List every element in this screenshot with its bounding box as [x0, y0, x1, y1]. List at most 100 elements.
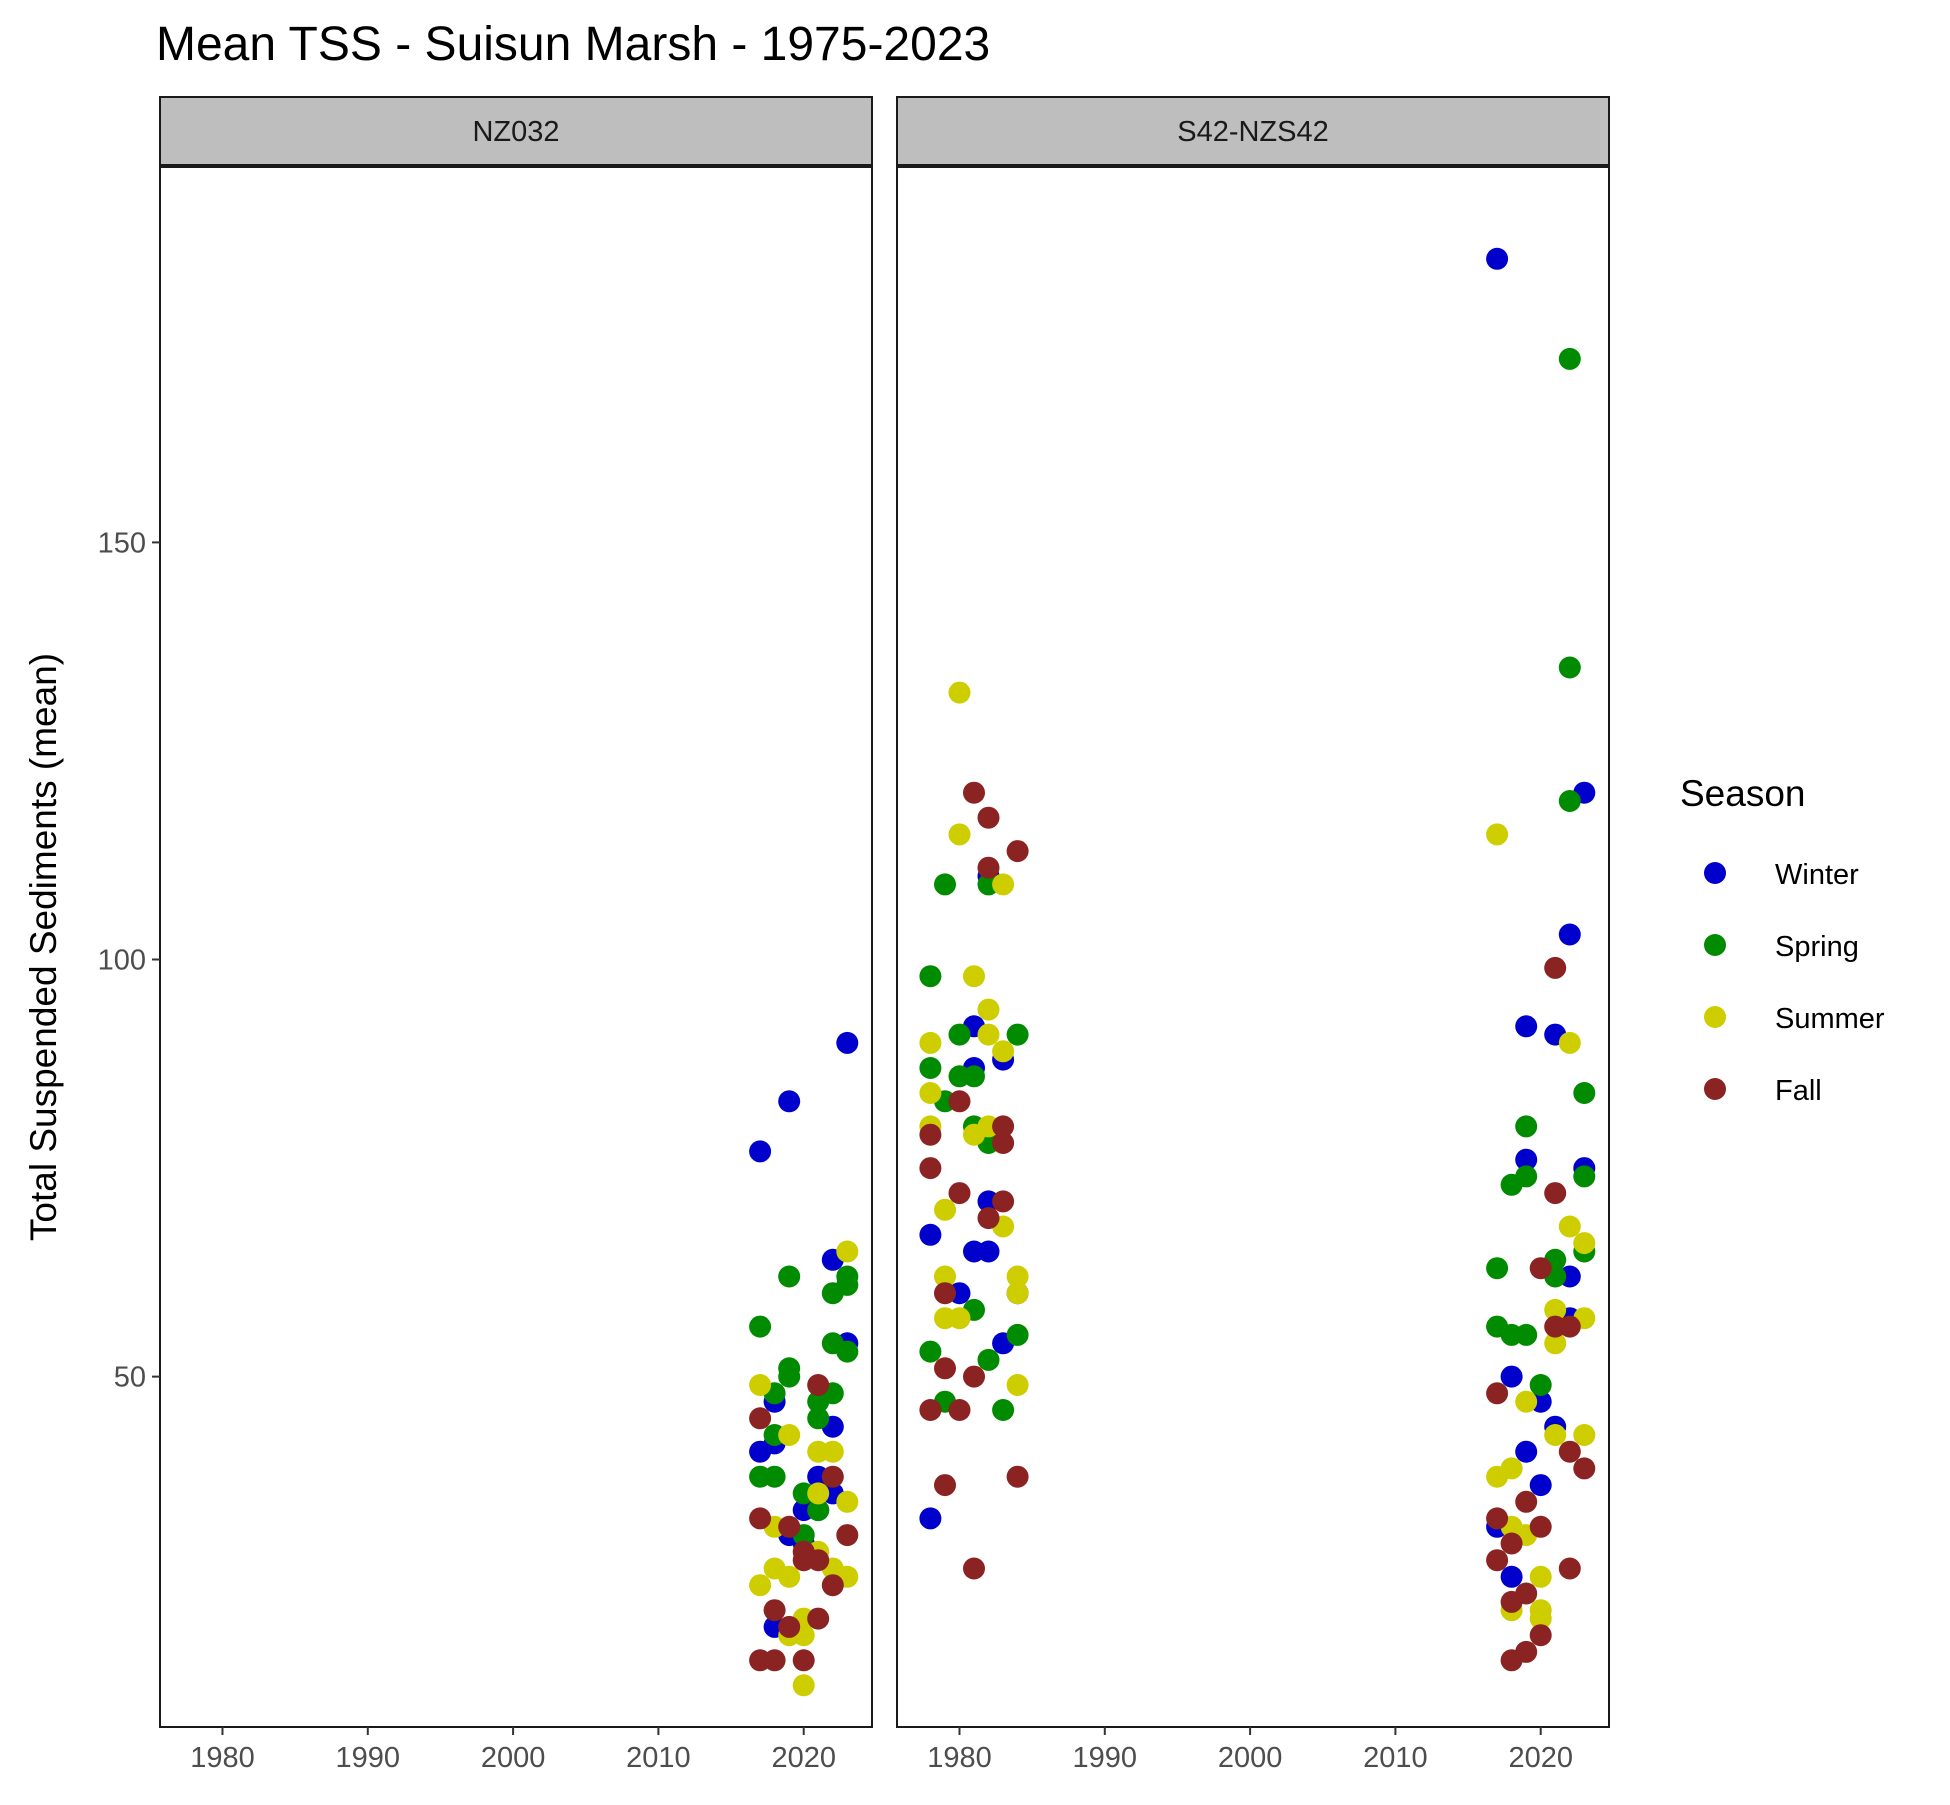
point-fall: [934, 1357, 956, 1380]
point-spring: [1486, 1257, 1509, 1280]
x-tick-label: 2020: [771, 1742, 836, 1774]
legend: Season Winter Spring Summer Fall: [1680, 773, 1885, 1107]
point-summer: [807, 1482, 830, 1505]
point-spring: [1529, 1374, 1552, 1396]
point-fall: [763, 1649, 786, 1672]
point-fall: [1515, 1640, 1538, 1663]
point-summer: [1500, 1457, 1523, 1480]
legend-title: Season: [1680, 773, 1806, 814]
point-fall: [749, 1407, 772, 1430]
x-axis-panel-2: 1980 1990 2000 2010 2020: [927, 1727, 1573, 1774]
point-spring: [1006, 1323, 1029, 1346]
point-summer: [1006, 1265, 1029, 1288]
panel-2-strip-label: S42-NZS42: [1177, 116, 1329, 148]
point-summer: [778, 1565, 801, 1588]
point-summer: [934, 1198, 956, 1221]
point-fall: [948, 1182, 971, 1205]
point-spring: [919, 1340, 942, 1363]
point-spring: [1573, 1082, 1596, 1104]
point-fall: [792, 1649, 815, 1672]
legend-key-fall: [1704, 1078, 1726, 1100]
point-fall: [749, 1507, 772, 1530]
point-fall: [1544, 956, 1567, 979]
point-fall: [948, 1090, 971, 1113]
point-fall: [1515, 1490, 1538, 1513]
point-spring: [1515, 1115, 1538, 1138]
point-summer: [1573, 1232, 1596, 1255]
point-summer: [963, 965, 985, 988]
chart-title: Mean TSS - Suisun Marsh - 1975-2023: [156, 18, 990, 71]
point-summer: [778, 1424, 801, 1446]
point-fall: [1529, 1257, 1552, 1280]
point-fall: [1558, 1557, 1581, 1580]
panel-1-strip-label: NZ032: [472, 116, 559, 148]
y-tick-label: 100: [98, 945, 146, 977]
point-summer: [934, 1265, 956, 1288]
point-summer: [948, 1307, 971, 1330]
point-fall: [1558, 1315, 1581, 1338]
x-tick-label: 2000: [1218, 1742, 1283, 1774]
point-spring: [807, 1407, 830, 1430]
panel-2-strip: [896, 96, 1610, 166]
point-fall: [948, 1399, 971, 1421]
point-fall: [992, 1190, 1015, 1213]
point-spring: [992, 1399, 1015, 1421]
point-summer: [1529, 1607, 1552, 1630]
point-winter: [1515, 1440, 1538, 1463]
point-summer: [1544, 1298, 1567, 1321]
x-tick-label: 1980: [190, 1742, 255, 1774]
legend-label-winter: Winter: [1775, 859, 1859, 891]
point-fall: [778, 1615, 801, 1638]
point-winter: [836, 1031, 859, 1054]
point-fall: [919, 1123, 942, 1146]
point-spring: [1558, 347, 1581, 370]
point-summer: [836, 1240, 859, 1263]
point-spring: [1515, 1165, 1538, 1188]
point-winter: [977, 1240, 1000, 1263]
point-fall: [977, 1207, 1000, 1230]
point-spring: [836, 1273, 859, 1296]
point-spring: [919, 1057, 942, 1079]
panel-1-plot-area: [159, 166, 873, 1728]
point-summer: [1486, 823, 1509, 846]
point-summer: [1544, 1424, 1567, 1446]
point-fall: [1500, 1532, 1523, 1555]
point-winter: [1486, 247, 1509, 270]
point-fall: [919, 1399, 942, 1421]
point-summer: [1573, 1424, 1596, 1446]
point-fall: [963, 1365, 985, 1388]
point-fall: [1573, 1457, 1596, 1480]
point-summer: [1558, 1031, 1581, 1054]
point-fall: [1006, 840, 1029, 863]
panel-2-points: [919, 247, 1596, 1672]
panel-1-points: [749, 1031, 859, 1697]
point-winter: [1515, 1015, 1538, 1038]
point-winter: [919, 1507, 942, 1530]
point-winter: [1515, 1148, 1538, 1171]
point-spring: [1573, 1165, 1596, 1188]
x-tick-label: 2000: [481, 1742, 546, 1774]
point-summer: [992, 873, 1015, 896]
point-spring: [977, 1348, 1000, 1371]
point-fall: [1515, 1582, 1538, 1605]
y-axis: 50 100 150: [98, 527, 160, 1394]
point-fall: [992, 1115, 1015, 1138]
point-fall: [963, 1557, 985, 1580]
point-fall: [778, 1515, 801, 1538]
point-spring: [1558, 656, 1581, 679]
point-summer: [749, 1574, 772, 1597]
point-fall: [934, 1474, 956, 1497]
point-summer: [948, 823, 971, 846]
point-fall: [1486, 1549, 1509, 1572]
point-fall: [836, 1524, 859, 1547]
point-fall: [821, 1574, 844, 1597]
point-spring: [934, 873, 956, 896]
legend-key-summer: [1704, 1006, 1726, 1028]
x-axis-panel-1: 1980 1990 2000 2010 2020: [190, 1727, 836, 1774]
x-tick-label: 1980: [927, 1742, 992, 1774]
point-fall: [977, 856, 1000, 879]
point-winter: [749, 1140, 772, 1163]
point-fall: [977, 806, 1000, 829]
point-spring: [948, 1023, 971, 1046]
